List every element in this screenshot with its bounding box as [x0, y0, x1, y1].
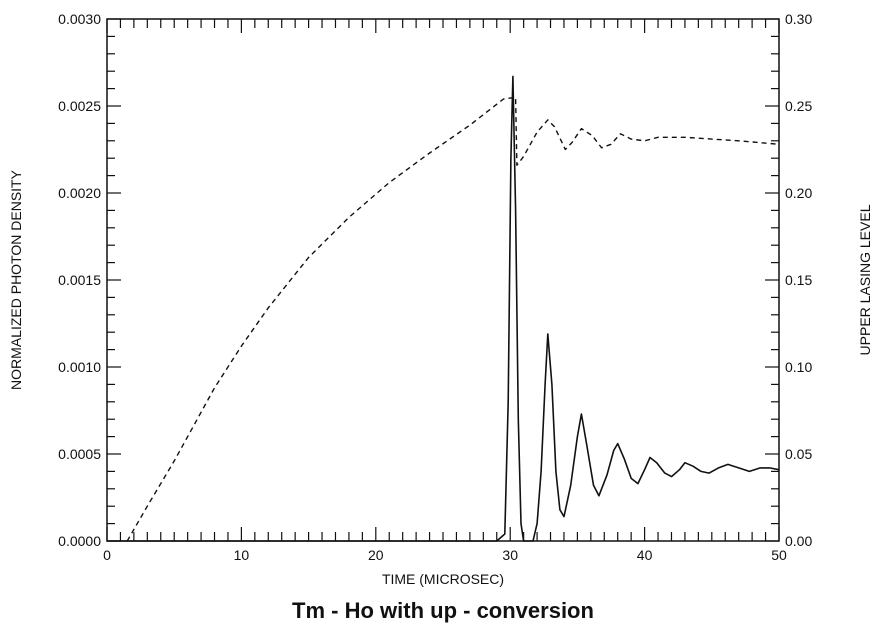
x-tick-label: 30 [502, 547, 518, 563]
x-tick-label: 40 [637, 547, 653, 563]
y-right-tick-label: 0.10 [785, 359, 812, 375]
x-axis-label: TIME (MICROSEC) [382, 571, 504, 587]
chart-caption: Tm - Ho with up - conversion [292, 598, 594, 623]
x-tick-label: 50 [771, 547, 787, 563]
y-left-tick-label: 0.0010 [58, 359, 101, 375]
y-axis-right-label: UPPER LASING LEVEL [857, 204, 873, 355]
y-left-tick-label: 0.0030 [58, 11, 101, 27]
y-right-tick-label: 0.15 [785, 272, 812, 288]
y-right-tick-label: 0.25 [785, 98, 812, 114]
y-left-tick-label: 0.0025 [58, 98, 101, 114]
x-tick-label: 0 [103, 547, 111, 563]
y-right-tick-label: 0.00 [785, 533, 812, 549]
y-right-tick-label: 0.05 [785, 446, 812, 462]
tick-labels: 0 10 20 30 40 50 0.0000 0.0005 0.0010 0.0015 0.002… [58, 11, 812, 563]
y-left-tick-label: 0.0020 [58, 185, 101, 201]
y-right-tick-label: 0.30 [785, 11, 812, 27]
series-photon-density-line [107, 75, 780, 542]
y-left-tick-label: 0.0015 [58, 272, 101, 288]
y-left-tick-label: 0.0005 [58, 446, 101, 462]
y-left-tick-label: 0.0000 [58, 533, 101, 549]
plot-frame [106, 18, 780, 542]
y-axis-left-label: NORMALIZED PHOTON DENSITY [8, 169, 24, 390]
y-right-tick-label: 0.20 [785, 185, 812, 201]
series-upper-lasing-level-line [126, 96, 780, 542]
series-group [107, 75, 780, 542]
axis-ticks [106, 18, 780, 542]
x-tick-label: 20 [368, 547, 384, 563]
x-tick-label: 10 [234, 547, 250, 563]
